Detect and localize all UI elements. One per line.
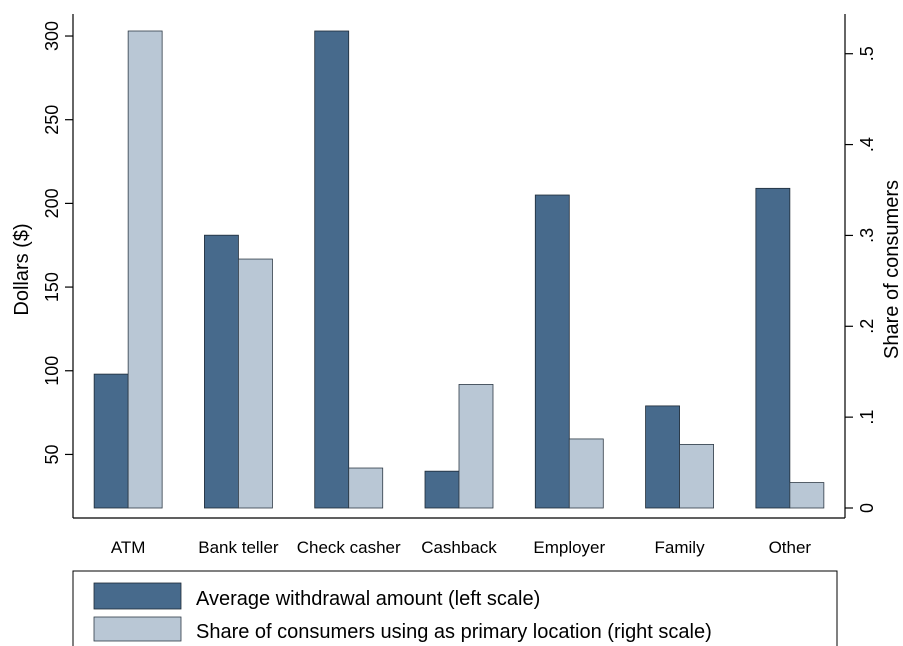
left-tick-label: 50 [42,444,62,464]
x-tick-label: Bank teller [198,538,279,557]
x-tick-label: Employer [533,538,605,557]
bar-avg-withdrawal [314,30,350,509]
x-tick-label: Other [769,538,812,557]
bar-share-consumers [238,258,273,509]
left-tick-label: 300 [42,21,62,51]
left-tick-label: 100 [42,356,62,386]
bars-group [93,30,825,509]
legend-box [72,570,838,646]
x-tick-label: Family [655,538,706,557]
bar-avg-withdrawal [204,234,239,509]
left-tick-label: 250 [42,105,62,135]
bar-share-consumers [568,438,604,509]
bar-avg-withdrawal [755,187,791,509]
left-tick-label: 150 [42,272,62,302]
right-tick-label: .1 [857,410,877,425]
axes-group: ATM Bank teller Check casher Cashback Employ… [11,14,903,557]
bar-share-consumers [679,443,714,509]
right-tick-label: .4 [857,137,877,152]
left-tick-label: 200 [42,188,62,218]
bar-share-consumers [127,30,163,509]
right-tick-label: .5 [857,46,877,61]
legend: Average withdrawal amount (left scale) Sh… [72,570,838,646]
legend-label-share: Share of consumers using as primary loca… [196,621,712,643]
bar-avg-withdrawal [93,373,129,509]
right-axis-title: Share of consumers [881,180,903,359]
right-tick-label: 0 [857,503,877,513]
right-tick-label: .3 [857,228,877,243]
bar-avg-withdrawal [534,194,570,509]
bar-share-consumers [458,384,494,509]
left-axis-title: Dollars ($) [11,223,33,315]
right-tick-label: .2 [857,319,877,334]
bar-avg-withdrawal [424,470,460,509]
x-tick-label: Check casher [297,538,401,557]
legend-swatch-share [93,616,182,642]
bar-share-consumers [789,482,825,509]
bar-share-consumers [348,467,384,509]
x-tick-label: ATM [111,538,146,557]
legend-label-avg: Average withdrawal amount (left scale) [196,588,540,610]
bar-avg-withdrawal [645,405,680,509]
x-tick-label: Cashback [421,538,497,557]
legend-swatch-avg [93,582,182,610]
